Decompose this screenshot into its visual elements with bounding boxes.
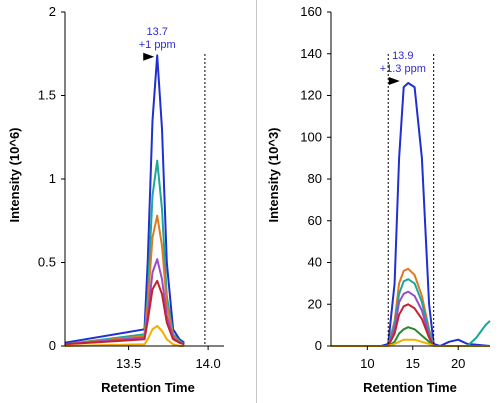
right-y-tick-label: 40	[308, 255, 322, 270]
right-y-tick-label: 120	[300, 88, 322, 103]
right-y-tick-label: 140	[300, 46, 322, 61]
left-peak-rt-label: 13.7	[147, 26, 168, 38]
right-series-line-blue	[331, 82, 491, 347]
left-annotation-group: 13.7+1 ppm	[139, 26, 206, 346]
left-y-tick-label: 1.5	[38, 88, 56, 103]
right-x-tick-label: 15	[406, 356, 420, 371]
right-y-tick-label: 0	[315, 338, 322, 353]
right-series-line-teal	[331, 278, 491, 347]
right-x-tick-label: 10	[360, 356, 374, 371]
left-series-line-red	[64, 279, 185, 346]
right-y-tick-label: 100	[300, 129, 322, 144]
left-y-axis-label: Intensity (10^6)	[7, 127, 22, 222]
right-y-tick-label: 80	[308, 171, 322, 186]
right-series-line-purple	[331, 290, 490, 347]
right-x-axis-label: Retention Time	[363, 380, 457, 395]
right-axes-group: 0 20 40 60 80 100 120 140 160 10 15 20	[300, 4, 490, 371]
right-peak-rt-label: 13.9	[392, 50, 413, 62]
left-peak-marker-icon	[143, 52, 155, 61]
chart-right-panel: 13.9+1.3 ppm 0 20 40 60 80 100 120 140 160 10 15 20…	[266, 4, 491, 395]
right-annotation-group: 13.9+1.3 ppm	[380, 50, 435, 346]
right-peak-ppm-label: +1.3 ppm	[380, 63, 426, 75]
right-y-tick-label: 60	[308, 213, 322, 228]
left-series-line-yellow	[64, 325, 185, 347]
left-y-tick-label: 2	[49, 4, 56, 19]
right-y-tick-label: 20	[308, 296, 322, 311]
left-x-tick-label: 13.5	[116, 356, 141, 371]
right-y-axis-label: Intensity (10^3)	[266, 127, 281, 222]
left-series-line-blue	[64, 54, 185, 344]
left-x-axis-label: Retention Time	[101, 380, 195, 395]
left-peak-ppm-label: +1 ppm	[139, 39, 176, 51]
left-y-tick-label: 0.5	[38, 255, 56, 270]
left-x-tick-label: 14.0	[195, 356, 220, 371]
right-series-group	[331, 82, 491, 347]
chart-left-panel: 13.7+1 ppm 0 0.5 1 1.5 2 13.5 14.0 Retention T…	[7, 4, 224, 395]
panel-divider	[256, 0, 257, 403]
left-axes-group: 0 0.5 1 1.5 2 13.5 14.0	[38, 4, 224, 371]
left-y-tick-label: 1	[49, 171, 56, 186]
right-y-tick-label: 160	[300, 4, 322, 19]
right-peak-marker-icon	[388, 76, 400, 85]
right-x-tick-label: 20	[451, 356, 465, 371]
left-y-tick-label: 0	[49, 338, 56, 353]
left-series-group	[64, 54, 185, 347]
